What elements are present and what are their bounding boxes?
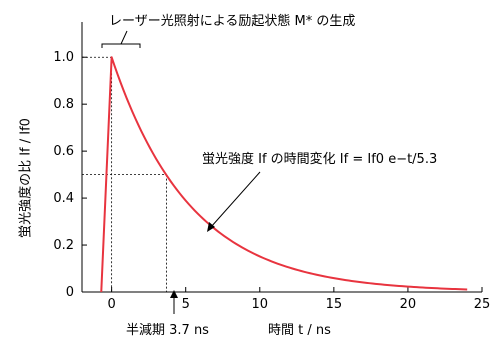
fluorescence-decay-curve (100, 56, 468, 293)
y-axis-label: 蛍光強度の比 If / If0 (18, 118, 34, 238)
x-tick-label: 25 (474, 297, 490, 312)
decay-arrow (207, 171, 261, 232)
decay-formula-annotation: 蛍光強度 If の時間変化 If = If0 e−t/5.3 (202, 151, 437, 167)
excitation-annotation: レーザー光照射による励起状態 M* の生成 (109, 13, 355, 29)
y-tick-label: 0.6 (53, 144, 74, 159)
x-tick-label: 5 (182, 297, 190, 312)
plot-area: 0 0.2 0.4 0.6 0.8 1.0 0 5 10 15 20 25 (53, 22, 490, 312)
y-tick-label: 0 (66, 285, 74, 300)
x-tick-label: 10 (252, 297, 269, 312)
y-tick-label: 0.4 (53, 191, 74, 206)
x-tick-label: 15 (326, 297, 343, 312)
half-life-annotation: 半減期 3.7 ns (126, 322, 209, 338)
half-life-arrowhead (170, 290, 178, 298)
x-tick-label: 0 (107, 297, 115, 312)
y-tick-label: 0.2 (53, 238, 74, 253)
x-axis-label: 時間 t / ns (268, 323, 331, 338)
half-life-arrow (170, 290, 178, 314)
decay-arrowhead (207, 222, 215, 232)
excitation-pointer (101, 30, 141, 48)
y-tick-label: 1.0 (53, 50, 74, 65)
x-tick-label: 20 (400, 297, 417, 312)
excitation-arrow-line (120, 30, 128, 45)
y-tick-label: 0.8 (53, 97, 74, 112)
